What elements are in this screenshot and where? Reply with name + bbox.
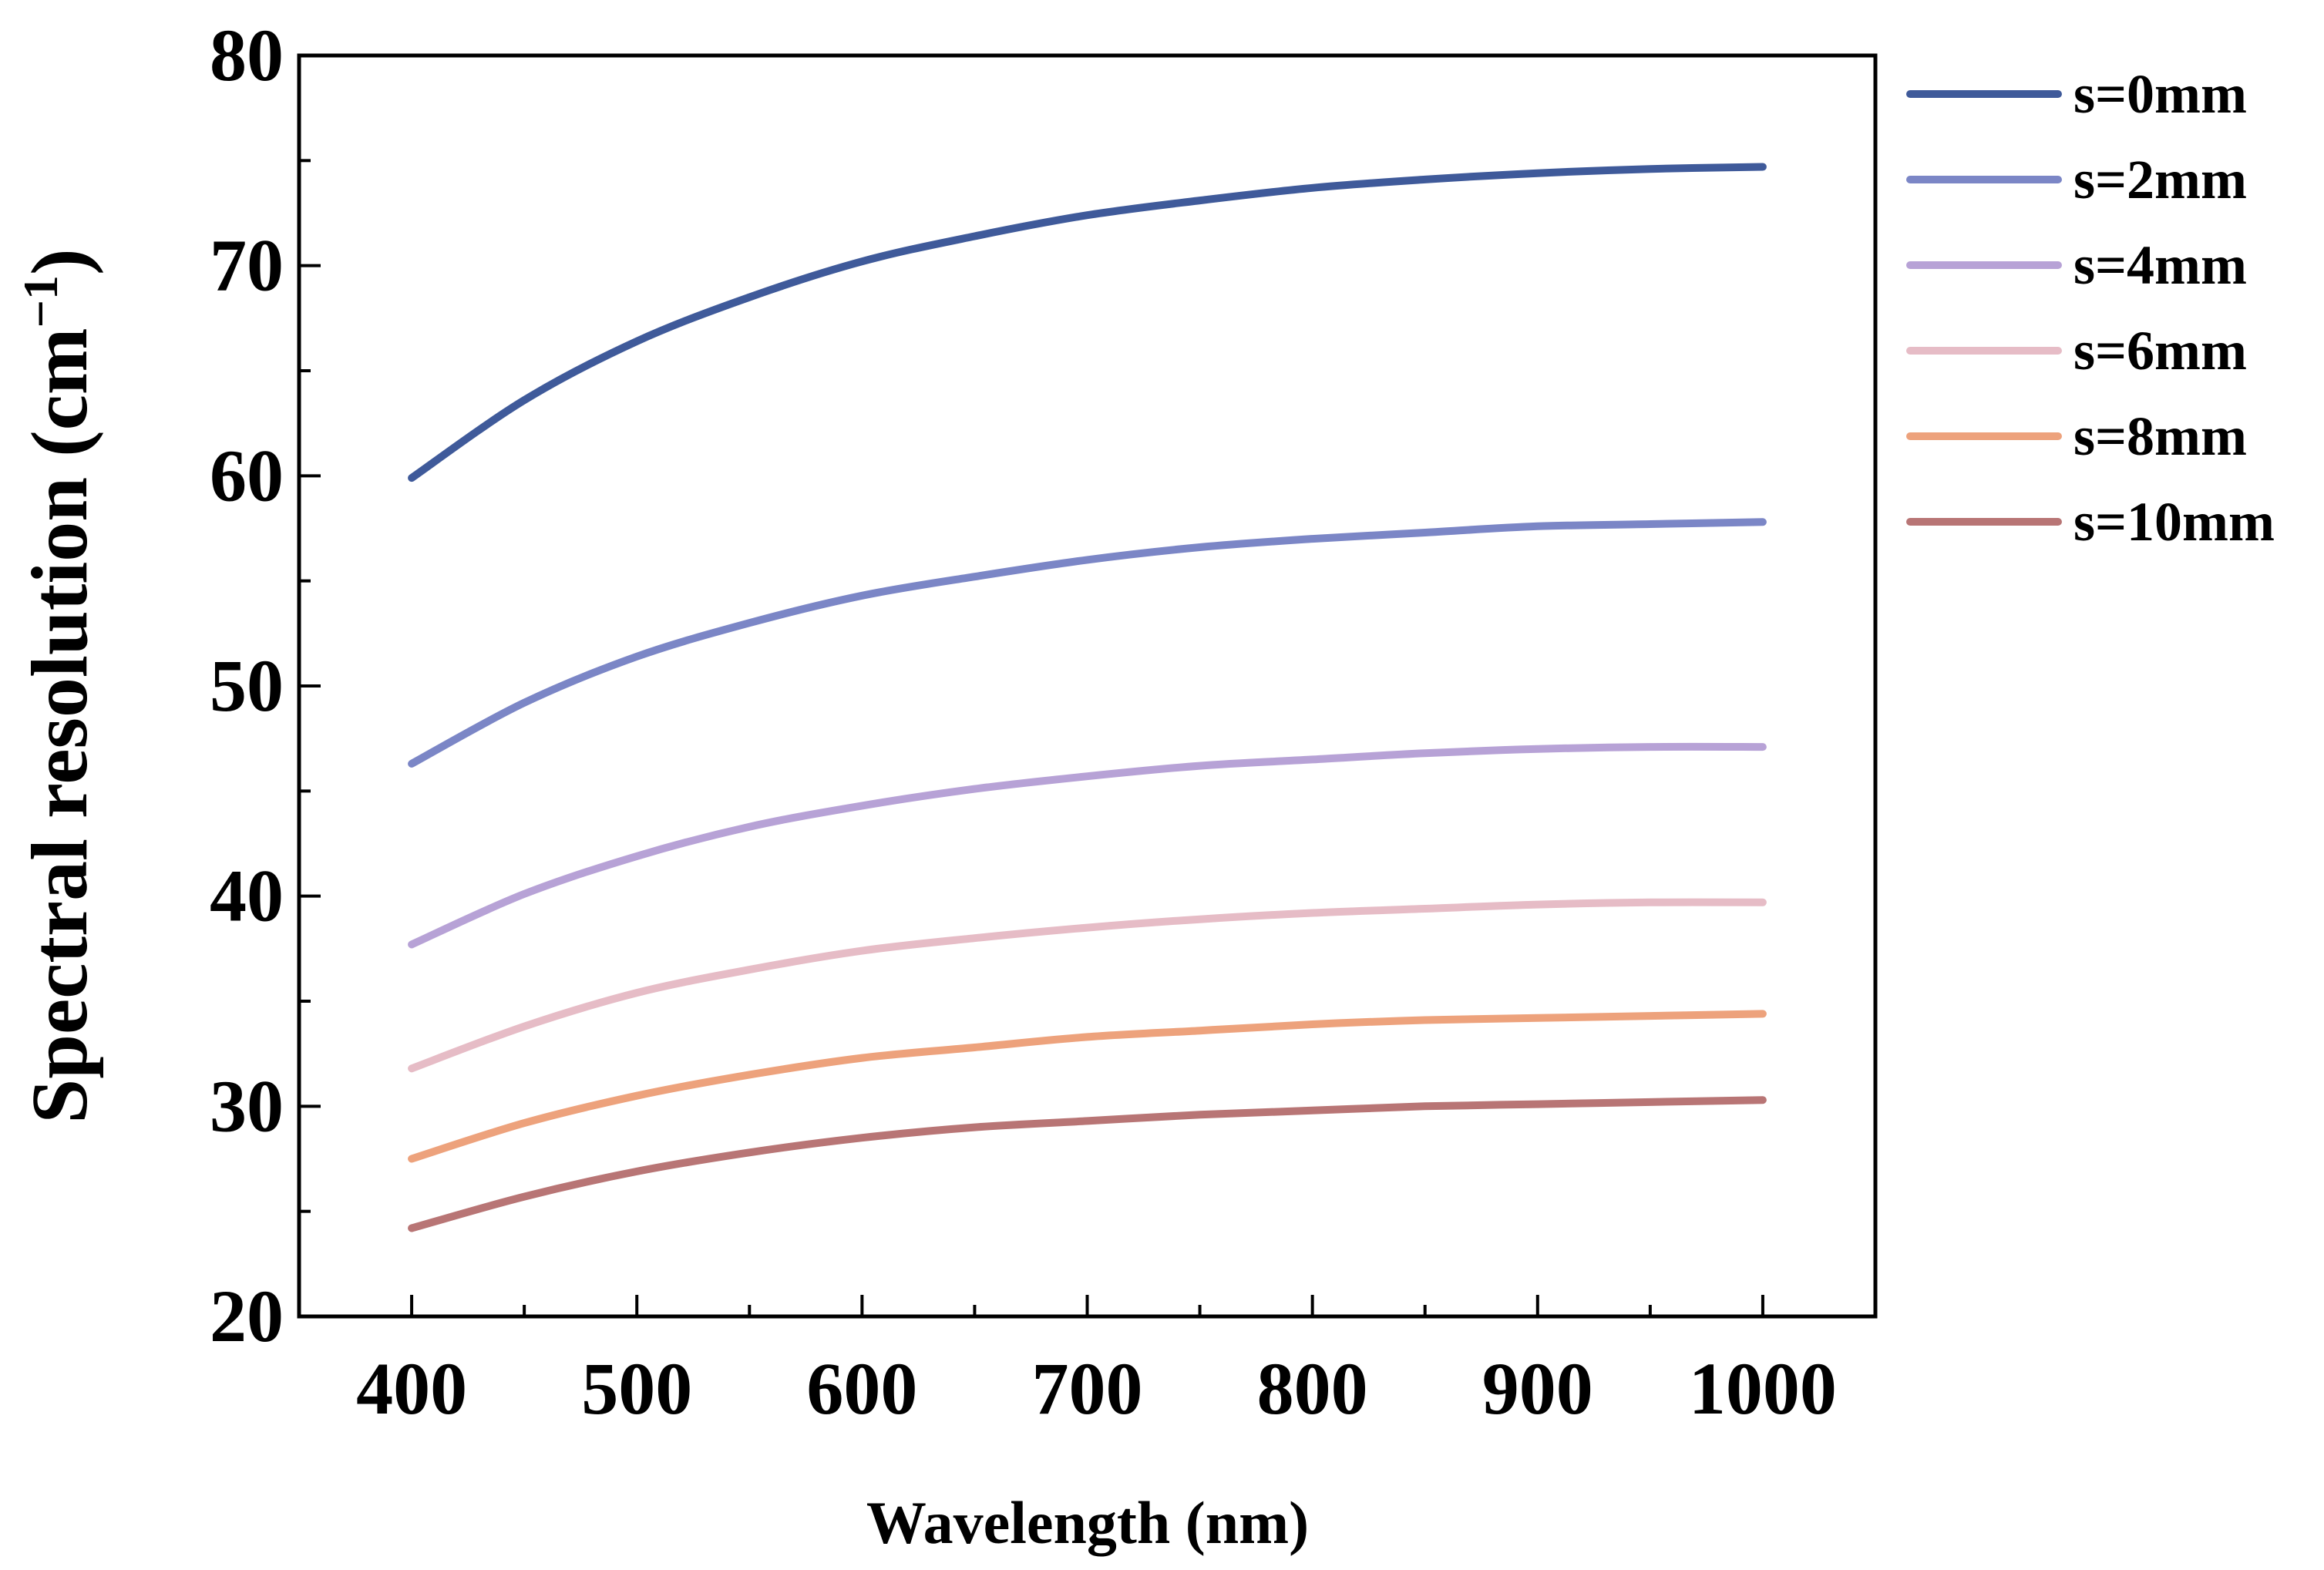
tick-label-layer: 400 500 600 700 800 900 1000 20 30 40 50 60 70 80 <box>210 14 1837 1430</box>
legend-label: s=0mm <box>2073 63 2247 125</box>
series-layer <box>408 163 1767 1232</box>
legend-label: s=8mm <box>2073 405 2247 467</box>
x-tick-label: 600 <box>806 1347 917 1430</box>
series-line-s10mm <box>408 1096 1767 1232</box>
series-line-s6mm <box>408 898 1767 1073</box>
y-axis-title-close: ) <box>15 248 104 275</box>
x-axis-title: Wavelength (nm) <box>866 1489 1309 1556</box>
legend-label: s=2mm <box>2073 149 2247 210</box>
x-tick-label: 1000 <box>1689 1347 1837 1430</box>
legend-label: s=10mm <box>2073 491 2275 553</box>
y-axis-title-superscript: −1 <box>13 275 68 328</box>
x-tick-label: 700 <box>1032 1347 1143 1430</box>
y-tick-label: 40 <box>210 855 284 937</box>
y-tick-label: 30 <box>210 1064 284 1147</box>
y-tick-label: 20 <box>210 1275 284 1357</box>
x-tick-label: 400 <box>356 1347 467 1430</box>
series-line-s4mm <box>408 742 1767 949</box>
series-line-s2mm <box>408 518 1767 768</box>
plot-frame <box>297 53 1878 1319</box>
x-tick-label: 500 <box>581 1347 692 1430</box>
x-tick-label: 900 <box>1482 1347 1593 1430</box>
y-tick-label: 70 <box>210 224 284 307</box>
series-line-s8mm <box>408 1010 1767 1163</box>
legend-label: s=4mm <box>2073 234 2247 296</box>
y-tick-label: 60 <box>210 434 284 516</box>
y-axis-title-main: Spectral resolution (cm <box>15 328 104 1123</box>
y-tick-label: 50 <box>210 644 284 727</box>
y-tick-label: 80 <box>210 14 284 96</box>
y-axis-title: Spectral resolution (cm−1) <box>13 248 104 1123</box>
series-line-s0mm <box>408 163 1767 482</box>
legend-label: s=6mm <box>2073 320 2247 382</box>
legend: s=0mm s=2mm s=4mm s=6mm s=8mm s=10mm <box>1906 63 2275 553</box>
x-tick-label: 800 <box>1257 1347 1368 1430</box>
